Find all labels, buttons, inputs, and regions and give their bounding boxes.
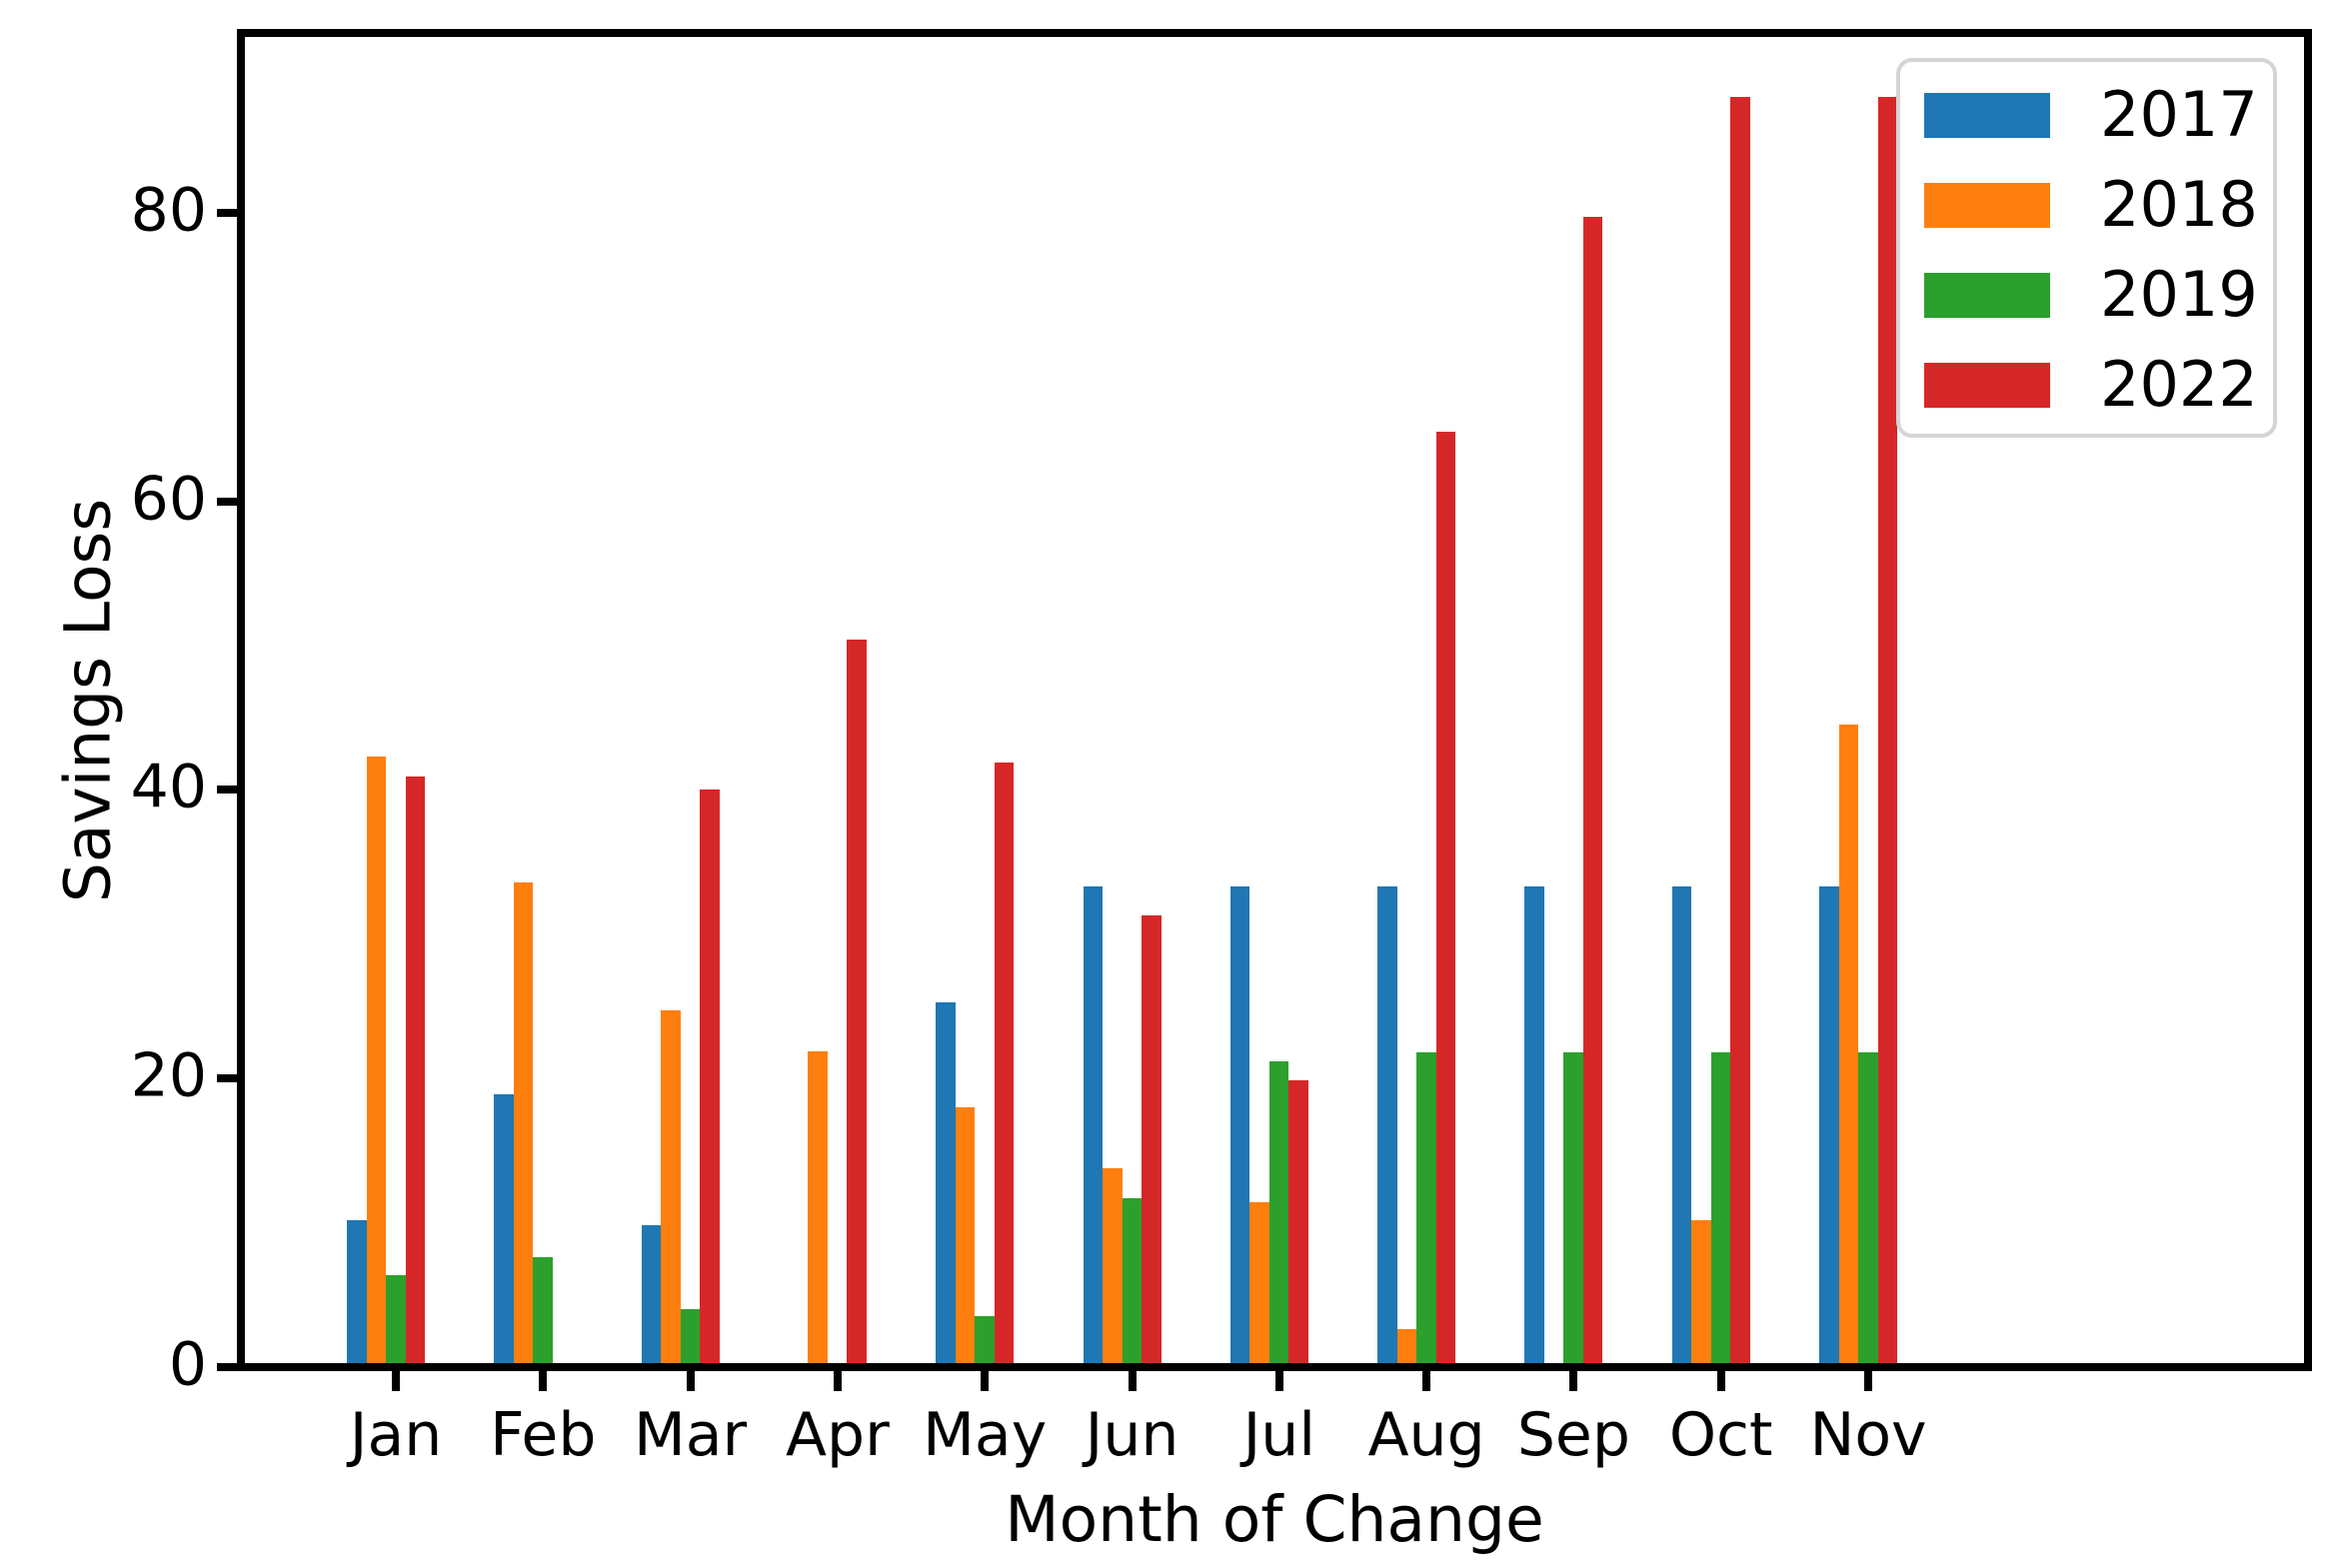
legend-swatch-2022 (1924, 362, 2050, 408)
axis-spine-left (237, 29, 245, 1371)
bar-2019-May (975, 1316, 995, 1367)
bar-2022-Jan (405, 777, 425, 1367)
x-tick-mark-May (981, 1371, 990, 1391)
bar-2017-May (936, 1001, 956, 1367)
bar-2019-Mar (680, 1309, 701, 1367)
axis-spine-right (2304, 29, 2312, 1371)
y-tick-mark-60 (217, 497, 237, 506)
bar-2019-Jan (386, 1274, 406, 1367)
x-tick-mark-Apr (833, 1371, 842, 1391)
bar-2017-Nov (1819, 886, 1839, 1367)
bar-2018-Jul (1249, 1202, 1269, 1367)
bar-2017-Jul (1229, 886, 1250, 1367)
legend-label-2019: 2019 (2100, 258, 2258, 331)
bar-2019-Sep (1563, 1052, 1583, 1367)
x-tick-mark-Jan (392, 1371, 400, 1391)
legend-label-2018: 2018 (2100, 168, 2258, 241)
legend-entry-2018: 2018 (1900, 160, 2273, 250)
bar-2018-Oct (1691, 1219, 1711, 1367)
legend-swatch-2018 (1924, 182, 2050, 228)
bar-2022-Apr (847, 640, 867, 1367)
x-tick-mark-Jun (1128, 1371, 1137, 1391)
bar-2018-May (955, 1107, 976, 1367)
bar-2017-Sep (1524, 886, 1544, 1367)
bar-2017-Mar (641, 1225, 662, 1367)
bar-2017-Jan (347, 1219, 367, 1367)
bar-2019-Nov (1858, 1052, 1878, 1367)
bar-2019-Feb (533, 1257, 553, 1367)
y-tick-label-0: 0 (168, 1329, 207, 1400)
legend-swatch-2019 (1924, 272, 2050, 318)
bar-2017-Oct (1671, 886, 1692, 1367)
bar-2022-Jun (1142, 915, 1162, 1367)
y-tick-label-80: 80 (130, 175, 207, 246)
bar-2019-Jun (1122, 1198, 1142, 1367)
x-tick-label-Sep: Sep (1516, 1400, 1630, 1470)
bar-2022-Nov (1877, 97, 1897, 1367)
bar-2017-Feb (494, 1094, 514, 1367)
bar-2018-Mar (661, 1010, 681, 1367)
bar-2019-Jul (1268, 1060, 1289, 1367)
x-tick-label-Jul: Jul (1242, 1400, 1315, 1470)
bar-2019-Oct (1710, 1052, 1731, 1367)
x-tick-mark-Nov (1864, 1371, 1872, 1391)
x-tick-label-Jun: Jun (1085, 1400, 1179, 1470)
bar-2018-Jun (1103, 1167, 1123, 1367)
bar-2022-Mar (700, 789, 720, 1367)
bar-2018-Feb (513, 881, 534, 1367)
x-tick-label-Jan: Jan (349, 1400, 443, 1470)
bar-2019-Aug (1416, 1052, 1436, 1367)
x-tick-label-Feb: Feb (490, 1400, 597, 1470)
x-tick-mark-Aug (1422, 1371, 1431, 1391)
y-tick-mark-0 (217, 1363, 237, 1371)
bar-2018-Nov (1838, 725, 1858, 1367)
x-tick-label-Oct: Oct (1668, 1400, 1773, 1470)
axis-spine-bottom (237, 1363, 2312, 1371)
x-tick-mark-Mar (686, 1371, 695, 1391)
y-tick-mark-80 (217, 208, 237, 217)
bar-2022-Jul (1288, 1079, 1308, 1367)
legend-entry-2019: 2019 (1900, 250, 2273, 340)
x-tick-label-Apr: Apr (785, 1400, 890, 1470)
legend-entry-2022: 2022 (1900, 340, 2273, 430)
legend-swatch-2017 (1924, 92, 2050, 138)
y-tick-mark-40 (217, 785, 237, 794)
y-tick-label-20: 20 (130, 1040, 207, 1111)
y-tick-label-60: 60 (130, 464, 207, 535)
bar-2017-Jun (1083, 886, 1103, 1367)
legend-label-2022: 2022 (2100, 348, 2258, 421)
legend-entry-2017: 2017 (1900, 70, 2273, 160)
bar-2018-Jan (366, 757, 386, 1367)
x-tick-mark-Oct (1716, 1371, 1725, 1391)
bar-2022-May (994, 762, 1015, 1367)
x-tick-mark-Jul (1274, 1371, 1283, 1391)
x-tick-label-Aug: Aug (1367, 1400, 1485, 1470)
x-tick-mark-Feb (539, 1371, 548, 1391)
axis-spine-top (237, 29, 2312, 37)
bar-2022-Aug (1435, 432, 1456, 1367)
x-tick-label-Mar: Mar (633, 1400, 748, 1470)
x-tick-label-Nov: Nov (1809, 1400, 1927, 1470)
bar-2017-Aug (1377, 886, 1397, 1367)
x-axis-label: Month of Change (1005, 1483, 1544, 1556)
x-tick-label-May: May (923, 1400, 1048, 1470)
bar-2018-Aug (1396, 1329, 1417, 1367)
bar-2022-Sep (1582, 217, 1603, 1367)
x-tick-mark-Sep (1569, 1371, 1578, 1391)
bar-2022-Oct (1730, 97, 1750, 1367)
y-axis-label: Savings Loss (51, 498, 125, 903)
y-tick-label-40: 40 (130, 752, 207, 822)
y-tick-mark-20 (217, 1074, 237, 1083)
legend-label-2017: 2017 (2100, 78, 2258, 151)
legend: 2017 2018 2019 2022 (1896, 58, 2277, 438)
bar-2018-Apr (808, 1050, 828, 1367)
